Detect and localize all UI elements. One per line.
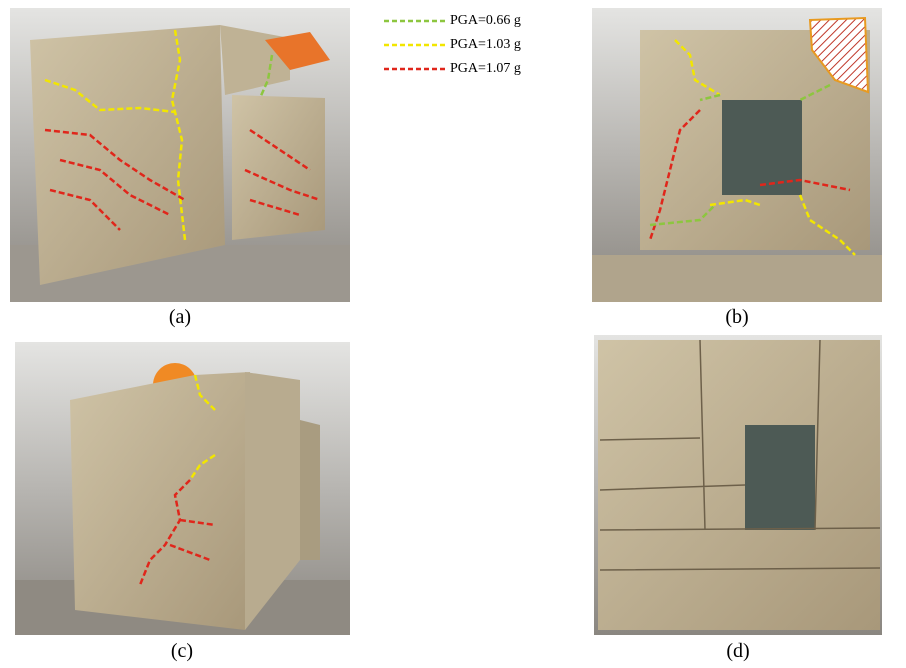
legend-label: PGA=1.03 g [450, 37, 521, 52]
photo-c [15, 342, 350, 635]
photo-d [594, 335, 882, 635]
legend: PGA=0.66 g PGA=1.03 g PGA=1.07 g [384, 13, 521, 76]
panel-caption: (c) [171, 640, 193, 662]
captions: (a) (b) (c) (d) [169, 306, 750, 662]
panel-caption: (b) [725, 306, 748, 328]
panel-caption: (d) [726, 640, 749, 662]
photo-b [592, 8, 882, 302]
panel-caption: (a) [169, 306, 191, 328]
photo-a [10, 8, 350, 302]
legend-label: PGA=0.66 g [450, 13, 521, 28]
legend-label: PGA=1.07 g [450, 61, 521, 76]
